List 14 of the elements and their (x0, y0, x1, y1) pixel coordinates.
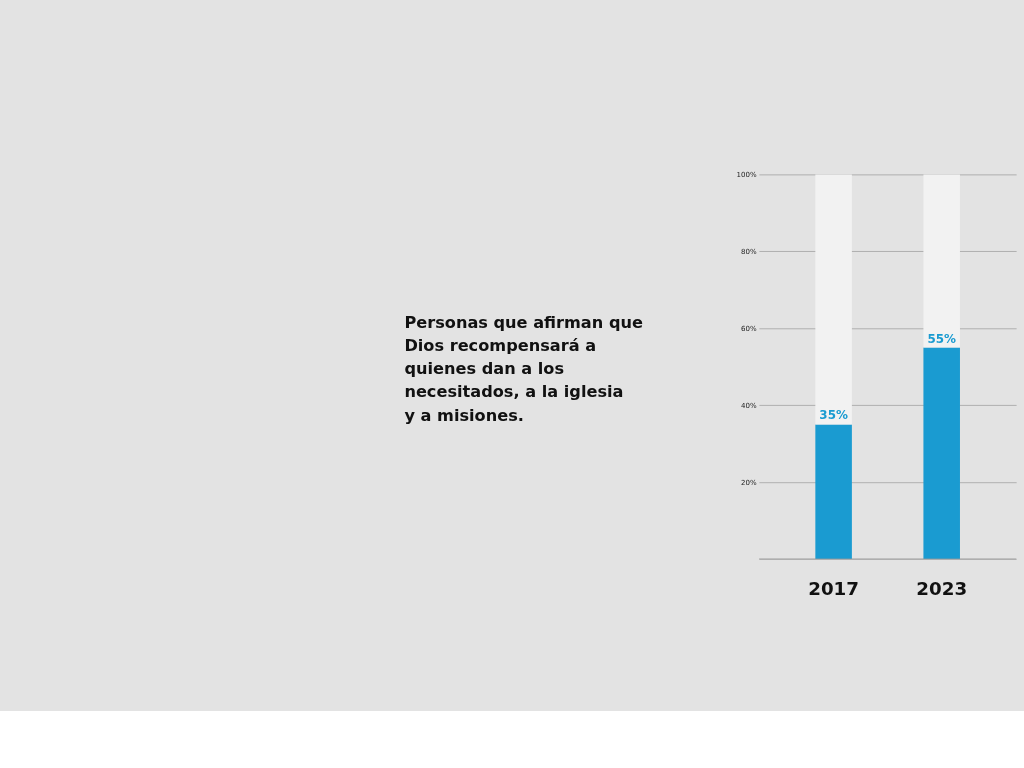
y-tick-label: 60% (740, 323, 757, 333)
data-label: 55% (927, 331, 957, 346)
y-tick-label: 20% (740, 477, 757, 487)
y-tick-label: 100% (736, 169, 757, 179)
bar (815, 424, 852, 559)
text: Personas que afirman que Dios recompensará a quienes dan a los necesitados, a la iglesia y a misiones. (404, 312, 643, 425)
data-label: 35% (819, 408, 848, 423)
x-tick-label: 2017 (808, 578, 860, 600)
bar (815, 174, 852, 425)
bar (923, 347, 960, 559)
bar (923, 174, 960, 348)
y-tick-label: 40% (740, 400, 757, 410)
y-tick-label: 80% (740, 246, 757, 256)
x-tick-label: 2023 (916, 578, 968, 600)
